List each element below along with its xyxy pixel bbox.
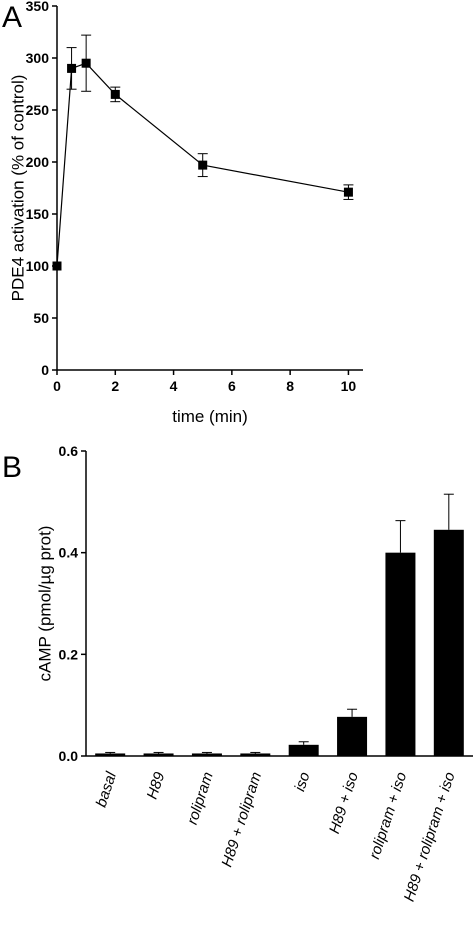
panel-a-data-point xyxy=(343,187,353,197)
panel-b-category-label: iso xyxy=(291,770,313,794)
panel-b-y-tick-label: 0.0 xyxy=(59,748,79,764)
panel-b-category-label: rolipram xyxy=(184,770,217,827)
panel-a-y-tick-label: 350 xyxy=(26,0,50,14)
panel-a-line-chart: PDE4 activation (% of control) time (min… xyxy=(8,0,363,426)
panel-b-category-label: rolipram + iso xyxy=(366,770,410,861)
panel-a-y-tick-label: 150 xyxy=(26,206,50,222)
panel-a-x-tick-label: 10 xyxy=(341,378,357,394)
panel-b-category-label: H89 + iso xyxy=(326,770,362,836)
panel-b-bar xyxy=(433,529,464,756)
panel-b-category-label: H89 + rolipram + iso xyxy=(401,770,459,904)
panel-a-data-point xyxy=(52,261,62,271)
panel-a-y-tick-label: 0 xyxy=(41,362,49,378)
panel-a-series-line xyxy=(56,62,349,267)
panel-b-bar xyxy=(143,753,174,756)
panel-b-y-tick-label: 0.4 xyxy=(59,545,79,561)
panel-b-category-label: H89 xyxy=(144,769,169,801)
panel-a-y-tick-label: 250 xyxy=(26,102,50,118)
panel-a-x-tick-label: 8 xyxy=(286,378,294,394)
panel-a-x-axis-title: time (min) xyxy=(172,407,248,426)
panel-a-y-tick-label: 100 xyxy=(26,258,50,274)
panel-a-data-point xyxy=(198,160,208,170)
panel-a-x-tick-label: 0 xyxy=(53,378,61,394)
panel-b-bar xyxy=(240,753,271,756)
panel-a-data-point xyxy=(110,89,120,99)
panel-b-y-tick-label: 0.2 xyxy=(59,646,79,662)
panel-a-data-point xyxy=(67,63,77,73)
panel-a-x-tick-label: 4 xyxy=(170,378,178,394)
panel-letter-a: A xyxy=(2,1,22,34)
panel-a-y-tick-label: 50 xyxy=(33,310,49,326)
panel-b-bar xyxy=(385,552,416,756)
panel-b-bar xyxy=(288,744,319,756)
panel-b-bar-chart: cAMP (pmol/µg prot) 0.0 0.2 0.4 0.6 basal H89… xyxy=(35,443,473,904)
panel-b-category-label: basal xyxy=(93,769,120,809)
panel-a-data-point xyxy=(81,58,91,68)
panel-b-bar xyxy=(337,716,368,756)
panel-b-y-tick-label: 0.6 xyxy=(59,443,79,459)
panel-a-y-tick-label: 200 xyxy=(26,154,50,170)
panel-b-bar xyxy=(191,753,222,756)
panel-b-bar xyxy=(95,753,126,756)
panel-a-y-axis-title: PDE4 activation (% of control) xyxy=(8,75,27,302)
panel-b-category-label: H89 + rolipram xyxy=(218,770,265,869)
panel-a-x-tick-label: 2 xyxy=(111,378,119,394)
panel-a-x-tick-label: 6 xyxy=(228,378,236,394)
panel-a-y-tick-label: 300 xyxy=(26,50,50,66)
panel-b-y-axis-title: cAMP (pmol/µg prot) xyxy=(35,526,54,682)
panel-letter-b: B xyxy=(2,451,22,484)
